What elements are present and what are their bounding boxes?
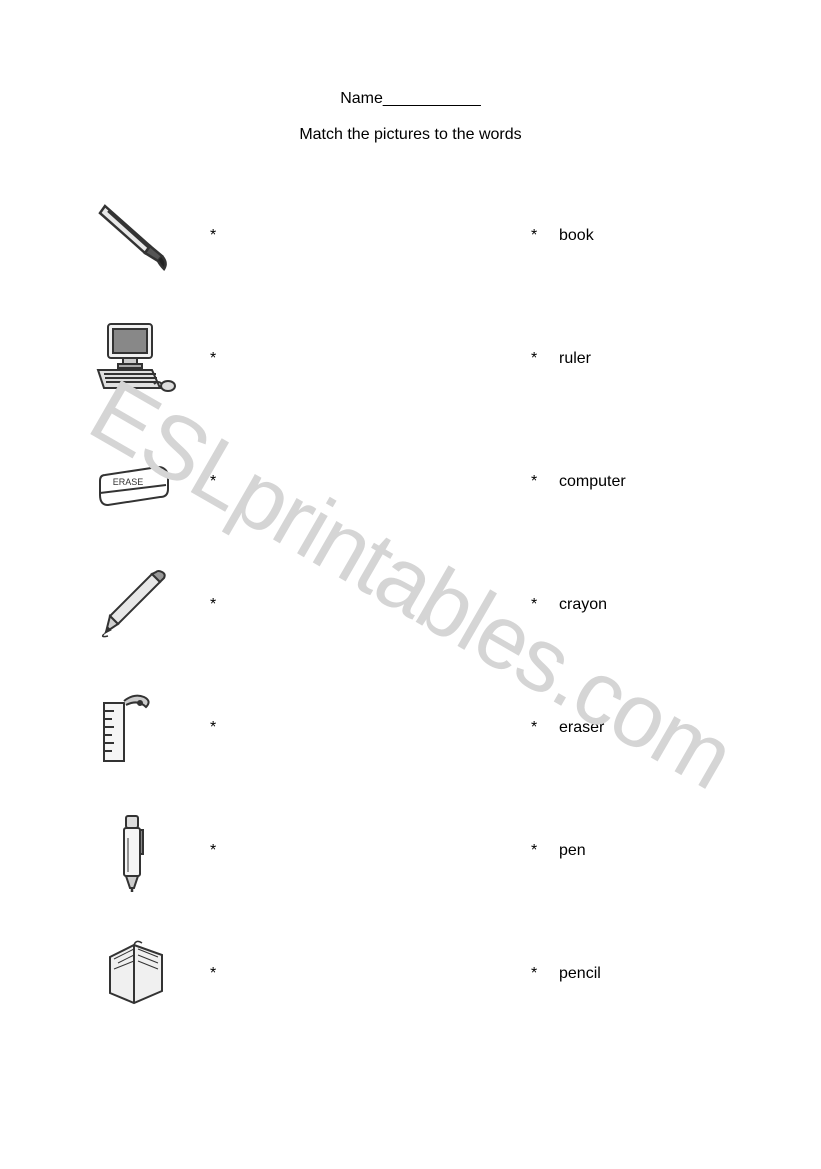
word-col: * pencil <box>531 965 731 983</box>
pencil-icon <box>90 560 180 650</box>
picture-col: * <box>90 560 310 650</box>
match-star-left: * <box>210 596 230 614</box>
word-label: crayon <box>559 596 607 614</box>
word-col: * pen <box>531 842 731 860</box>
match-row: ERASE * * computer <box>90 420 731 543</box>
word-label: eraser <box>559 719 604 737</box>
match-star-left: * <box>210 842 230 860</box>
pen-icon <box>90 806 180 896</box>
word-label: computer <box>559 473 626 491</box>
picture-col: ERASE * <box>90 437 310 527</box>
crayon-icon <box>90 191 180 281</box>
picture-col: * <box>90 806 310 896</box>
word-label: ruler <box>559 350 591 368</box>
match-row: * * book <box>90 174 731 297</box>
match-star-right: * <box>531 350 551 368</box>
instruction-text: Match the pictures to the words <box>90 126 731 144</box>
match-star-right: * <box>531 473 551 491</box>
word-col: * ruler <box>531 350 731 368</box>
match-star-right: * <box>531 965 551 983</box>
match-star-left: * <box>210 719 230 737</box>
ruler-icon <box>90 683 180 773</box>
svg-text:ERASE: ERASE <box>113 477 144 487</box>
word-label: pen <box>559 842 586 860</box>
match-star-left: * <box>210 350 230 368</box>
match-star-right: * <box>531 596 551 614</box>
match-star-right: * <box>531 842 551 860</box>
name-label: Name <box>340 90 383 107</box>
name-field-line: Name___________ <box>90 90 731 108</box>
picture-col: * <box>90 929 310 1019</box>
match-star-left: * <box>210 227 230 245</box>
picture-col: * <box>90 314 310 404</box>
match-star-left: * <box>210 965 230 983</box>
match-star-right: * <box>531 719 551 737</box>
computer-icon <box>90 314 180 404</box>
word-col: * book <box>531 227 731 245</box>
picture-col: * <box>90 191 310 281</box>
matching-content: * * book <box>90 174 731 1035</box>
match-row: * * crayon <box>90 543 731 666</box>
word-col: * eraser <box>531 719 731 737</box>
match-row: * * eraser <box>90 666 731 789</box>
match-row: * * ruler <box>90 297 731 420</box>
word-label: pencil <box>559 965 601 983</box>
eraser-icon: ERASE <box>90 437 180 527</box>
match-row: * * pencil <box>90 912 731 1035</box>
match-star-left: * <box>210 473 230 491</box>
match-star-right: * <box>531 227 551 245</box>
worksheet-header: Name___________ Match the pictures to th… <box>90 90 731 144</box>
word-col: * crayon <box>531 596 731 614</box>
name-blank: ___________ <box>383 90 481 107</box>
word-label: book <box>559 227 594 245</box>
book-icon <box>90 929 180 1019</box>
word-col: * computer <box>531 473 731 491</box>
picture-col: * <box>90 683 310 773</box>
match-row: * * pen <box>90 789 731 912</box>
